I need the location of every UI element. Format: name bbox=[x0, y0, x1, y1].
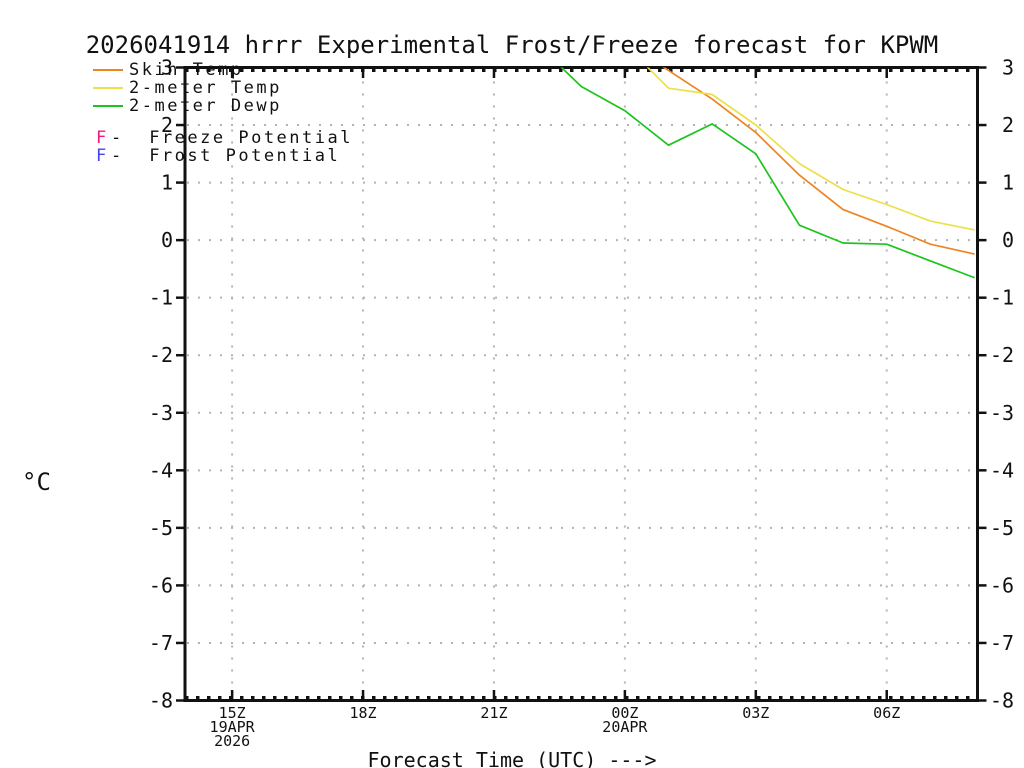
frost-potential-label: - Frost Potential bbox=[111, 146, 341, 166]
series-line-skin-temp bbox=[662, 67, 975, 255]
x-tick-label: 15Z bbox=[219, 704, 246, 722]
y-tick-label-right: -8 bbox=[990, 689, 1014, 713]
y-tick-label-left: -8 bbox=[149, 689, 173, 713]
y-tick-label-right: -7 bbox=[990, 631, 1014, 655]
legend-label-skin-temp: Skin Temp bbox=[129, 60, 244, 80]
plot-frame bbox=[183, 66, 979, 702]
y-tick-label-right: -1 bbox=[990, 286, 1014, 310]
y-tick-label-left: 3 bbox=[161, 56, 173, 80]
y-tick-label-right: -5 bbox=[990, 516, 1014, 540]
y-tick-label-left: -1 bbox=[149, 286, 173, 310]
y-tick-label-left: 2 bbox=[161, 113, 173, 137]
x-tick-date-label: 20APR bbox=[602, 718, 648, 736]
legend-item-2m-dewp: 2-meter Dewp bbox=[93, 97, 282, 115]
legend-item-2m-temp: 2-meter Temp bbox=[93, 79, 282, 97]
y-tick-label-right: 0 bbox=[990, 228, 1014, 252]
series-line-2-meter-dewp bbox=[560, 67, 975, 279]
legend-label-2m-temp: 2-meter Temp bbox=[129, 78, 282, 98]
y-tick-label-right: -3 bbox=[990, 401, 1014, 425]
y-tick-label-left: 1 bbox=[161, 171, 173, 195]
y-tick-label-left: -3 bbox=[149, 401, 173, 425]
x-tick-label: 18Z bbox=[350, 704, 377, 722]
x-tick-date-label: 2026 bbox=[214, 732, 250, 750]
y-axis-unit-label: °C bbox=[22, 468, 51, 496]
legend-line-2m-temp-icon bbox=[93, 87, 123, 89]
y-tick-label-right: -4 bbox=[990, 458, 1014, 482]
x-tick-label: 06Z bbox=[873, 704, 900, 722]
x-tick-label: 00Z bbox=[611, 704, 638, 722]
y-tick-label-left: -5 bbox=[149, 516, 173, 540]
x-tick-label: 03Z bbox=[742, 704, 769, 722]
legend-item-skin-temp: Skin Temp bbox=[93, 61, 244, 79]
y-tick-label-right: 1 bbox=[990, 171, 1014, 195]
y-tick-label-left: -6 bbox=[149, 573, 173, 597]
y-tick-label-left: -7 bbox=[149, 631, 173, 655]
y-tick-label-right: 2 bbox=[990, 113, 1014, 137]
freeze-potential-label: - Freeze Potential bbox=[111, 128, 353, 148]
freeze-potential-marker: F bbox=[96, 128, 107, 148]
legend-item-freeze-potential: F - Freeze Potential bbox=[96, 129, 353, 147]
x-tick-date-label: 19APR bbox=[210, 718, 256, 736]
x-tick-label: 21Z bbox=[480, 704, 507, 722]
legend-label-2m-dewp: 2-meter Dewp bbox=[129, 96, 282, 116]
y-tick-label-right: -2 bbox=[990, 343, 1014, 367]
y-tick-label-right: 3 bbox=[990, 56, 1014, 80]
legend-item-frost-potential: F - Frost Potential bbox=[96, 147, 340, 165]
y-tick-label-left: -4 bbox=[149, 458, 173, 482]
legend-line-2m-dewp-icon bbox=[93, 105, 123, 107]
legend-line-skin-temp-icon bbox=[93, 69, 123, 71]
y-tick-label-right: -6 bbox=[990, 573, 1014, 597]
x-axis-label: Forecast Time (UTC) ---> bbox=[367, 748, 657, 768]
series-line-2-meter-temp bbox=[646, 67, 975, 231]
frost-potential-marker: F bbox=[96, 146, 107, 166]
y-tick-label-left: 0 bbox=[161, 228, 173, 252]
chart-title: 2026041914 hrrr Experimental Frost/Freez… bbox=[85, 31, 939, 59]
y-tick-label-left: -2 bbox=[149, 343, 173, 367]
